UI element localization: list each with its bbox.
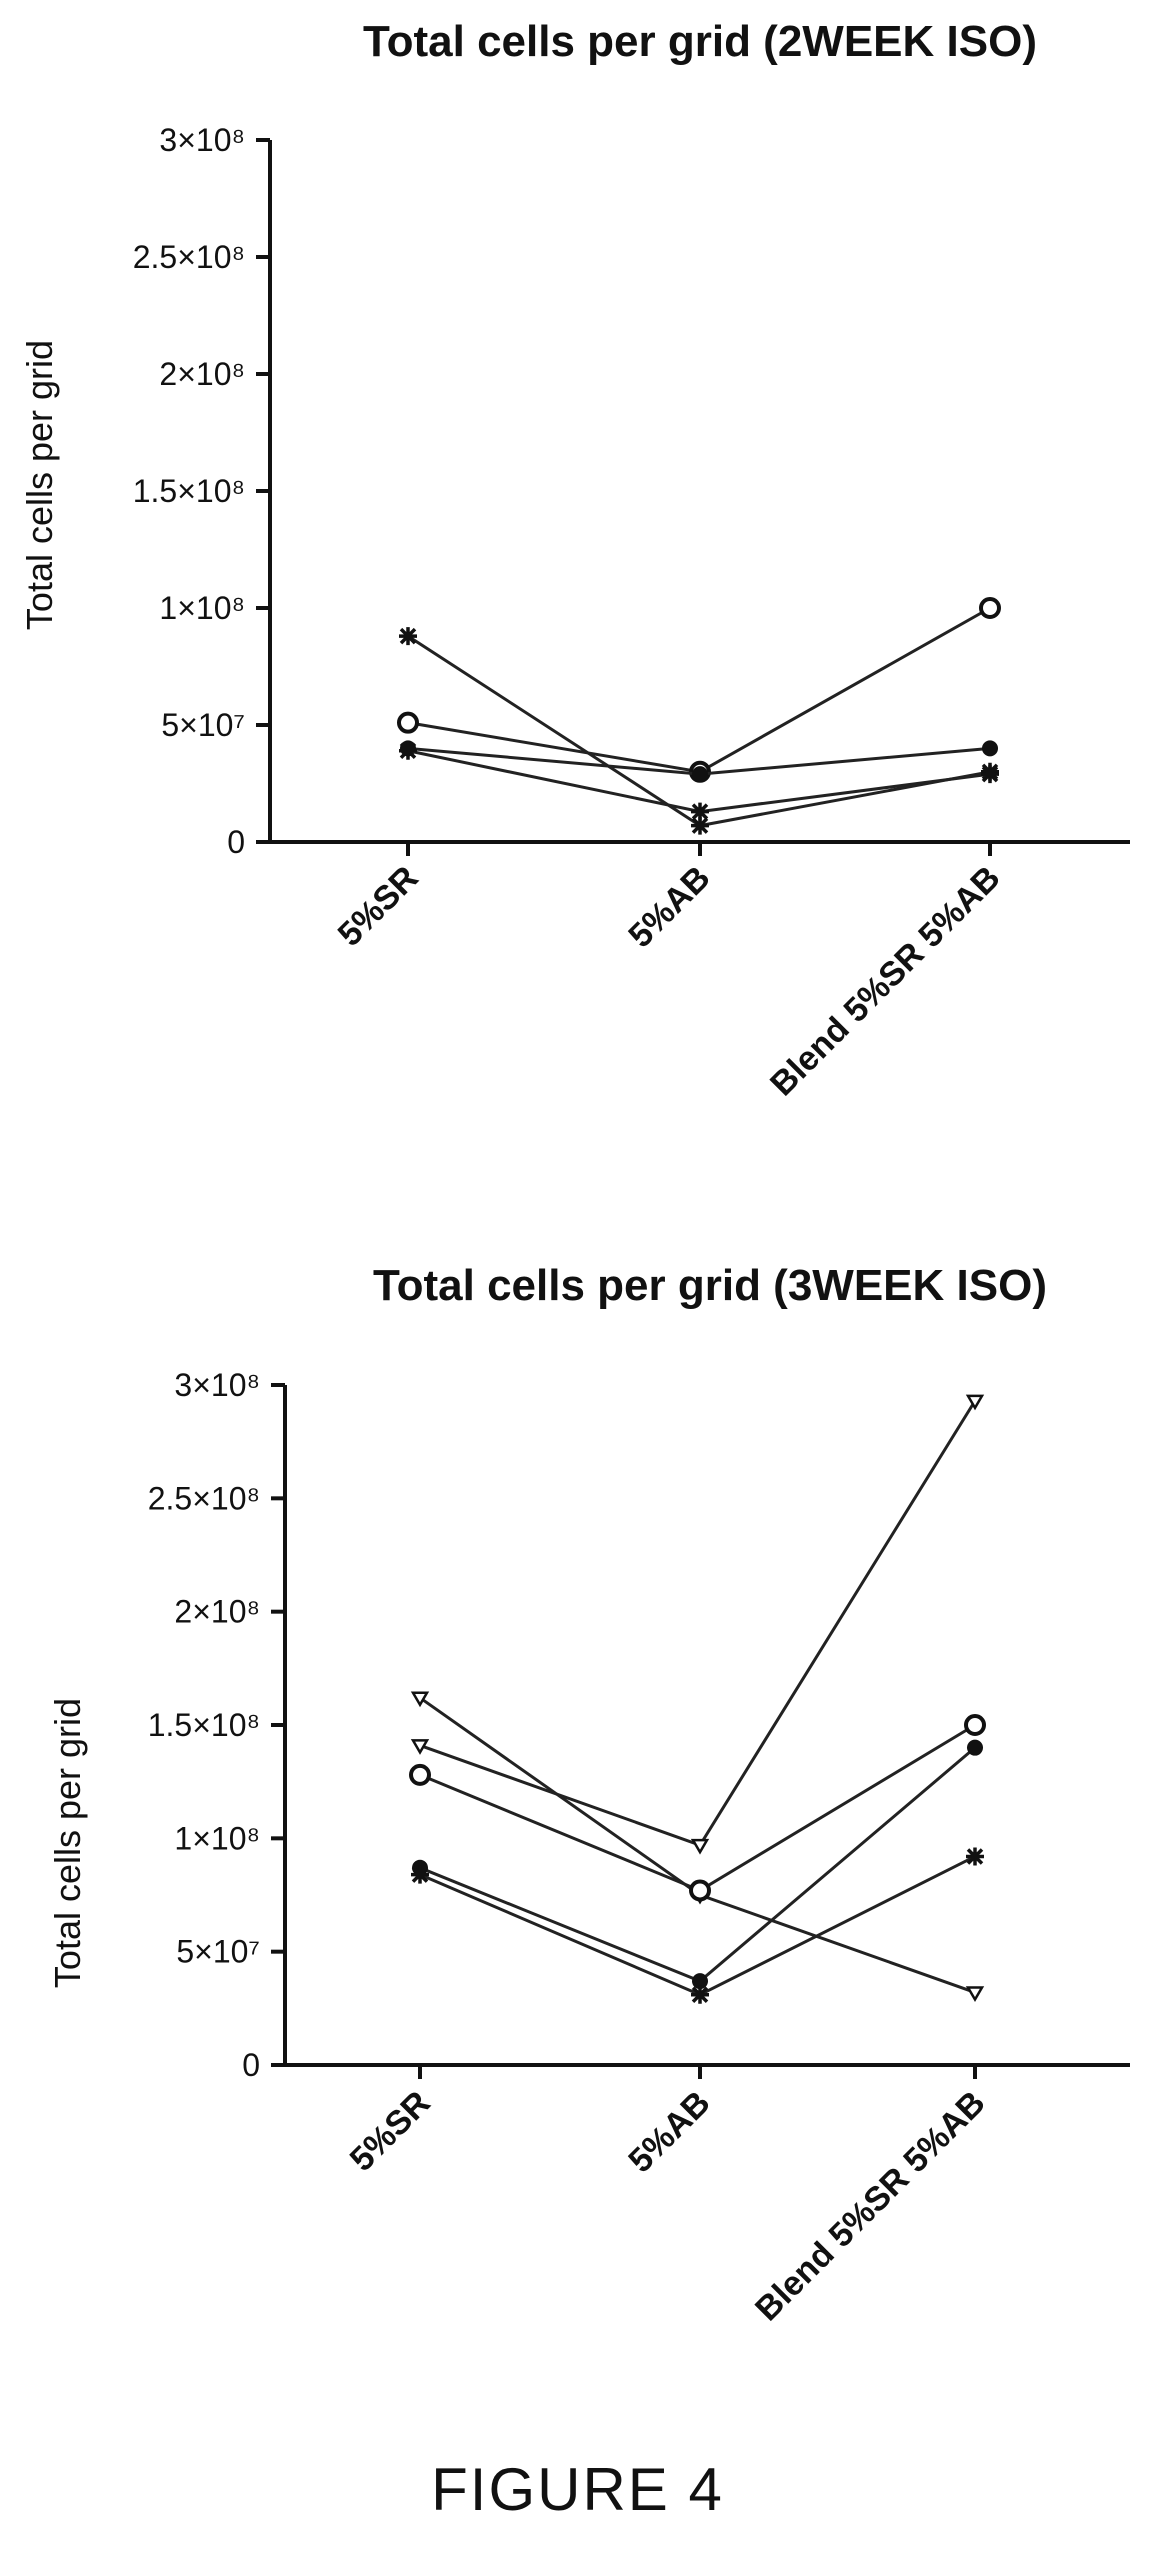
x-tick-label: 5%AB [621, 859, 717, 955]
data-point [399, 627, 417, 646]
y-tick-label: 2.5×10⁸ [148, 1480, 260, 1516]
y-tick-label: 2.5×10⁸ [133, 239, 245, 275]
data-point [692, 766, 708, 783]
data-point [691, 816, 709, 835]
y-tick-label: 0 [227, 824, 245, 860]
data-point [981, 765, 999, 784]
data-point [967, 1739, 983, 1756]
y-tick-label: 2×10⁸ [159, 356, 245, 392]
data-point [691, 1985, 709, 2004]
data-point [982, 740, 998, 757]
data-point [692, 1973, 708, 1990]
data-point [410, 1691, 430, 1708]
y-tick-label: 3×10⁸ [159, 122, 245, 158]
x-tick-label: 5%AB [621, 2084, 717, 2180]
chart-title: Total cells per grid (3WEEK ISO) [373, 1261, 1047, 1310]
data-point [411, 1865, 429, 1884]
y-tick-label: 1.5×10⁸ [133, 473, 245, 509]
series-line [407, 634, 991, 828]
data-point [966, 1847, 984, 1866]
series-line [419, 1723, 976, 1893]
series-line [419, 1746, 976, 1983]
y-tick-label: 1×10⁸ [174, 1820, 260, 1856]
chart-3week-iso: Total cells per grid (3WEEK ISO) Total c… [47, 1261, 1130, 2329]
data-point [965, 1986, 985, 2002]
data-point [397, 711, 419, 734]
y-tick-label: 0 [242, 2047, 260, 2083]
y-tick-label: 3×10⁸ [174, 1367, 260, 1403]
x-tick-label: Blend 5%SR 5%AB [763, 859, 1008, 1104]
data-point [965, 1394, 985, 1411]
data-point [690, 1838, 710, 1855]
data-point [689, 1879, 711, 1902]
y-tick-label: 1×10⁸ [159, 590, 245, 626]
data-point [399, 741, 417, 760]
y-tick-label: 5×10⁷ [161, 707, 245, 743]
data-point [964, 1714, 986, 1736]
x-tick-label: 5%SR [343, 2084, 438, 2179]
y-axis-label: Total cells per grid [47, 1698, 88, 1988]
data-point [410, 1739, 430, 1755]
chart-title: Total cells per grid (2WEEK ISO) [363, 17, 1037, 66]
series-line [419, 1400, 977, 1847]
data-point [979, 597, 1001, 619]
y-tick-label: 2×10⁸ [174, 1594, 260, 1630]
data-point [691, 802, 709, 821]
series-line [407, 606, 991, 774]
chart-2week-iso: Total cells per grid (2WEEK ISO) Total c… [19, 17, 1130, 1104]
y-tick-label: 5×10⁷ [176, 1934, 260, 1970]
data-point [409, 1763, 431, 1786]
x-tick-label: 5%SR [331, 859, 426, 954]
y-tick-label: 1.5×10⁸ [148, 1707, 260, 1743]
y-axis-label: Total cells per grid [19, 340, 60, 630]
x-tick-label: Blend 5%SR 5%AB [748, 2084, 993, 2329]
figure-label: FIGURE 4 [431, 2456, 724, 2523]
